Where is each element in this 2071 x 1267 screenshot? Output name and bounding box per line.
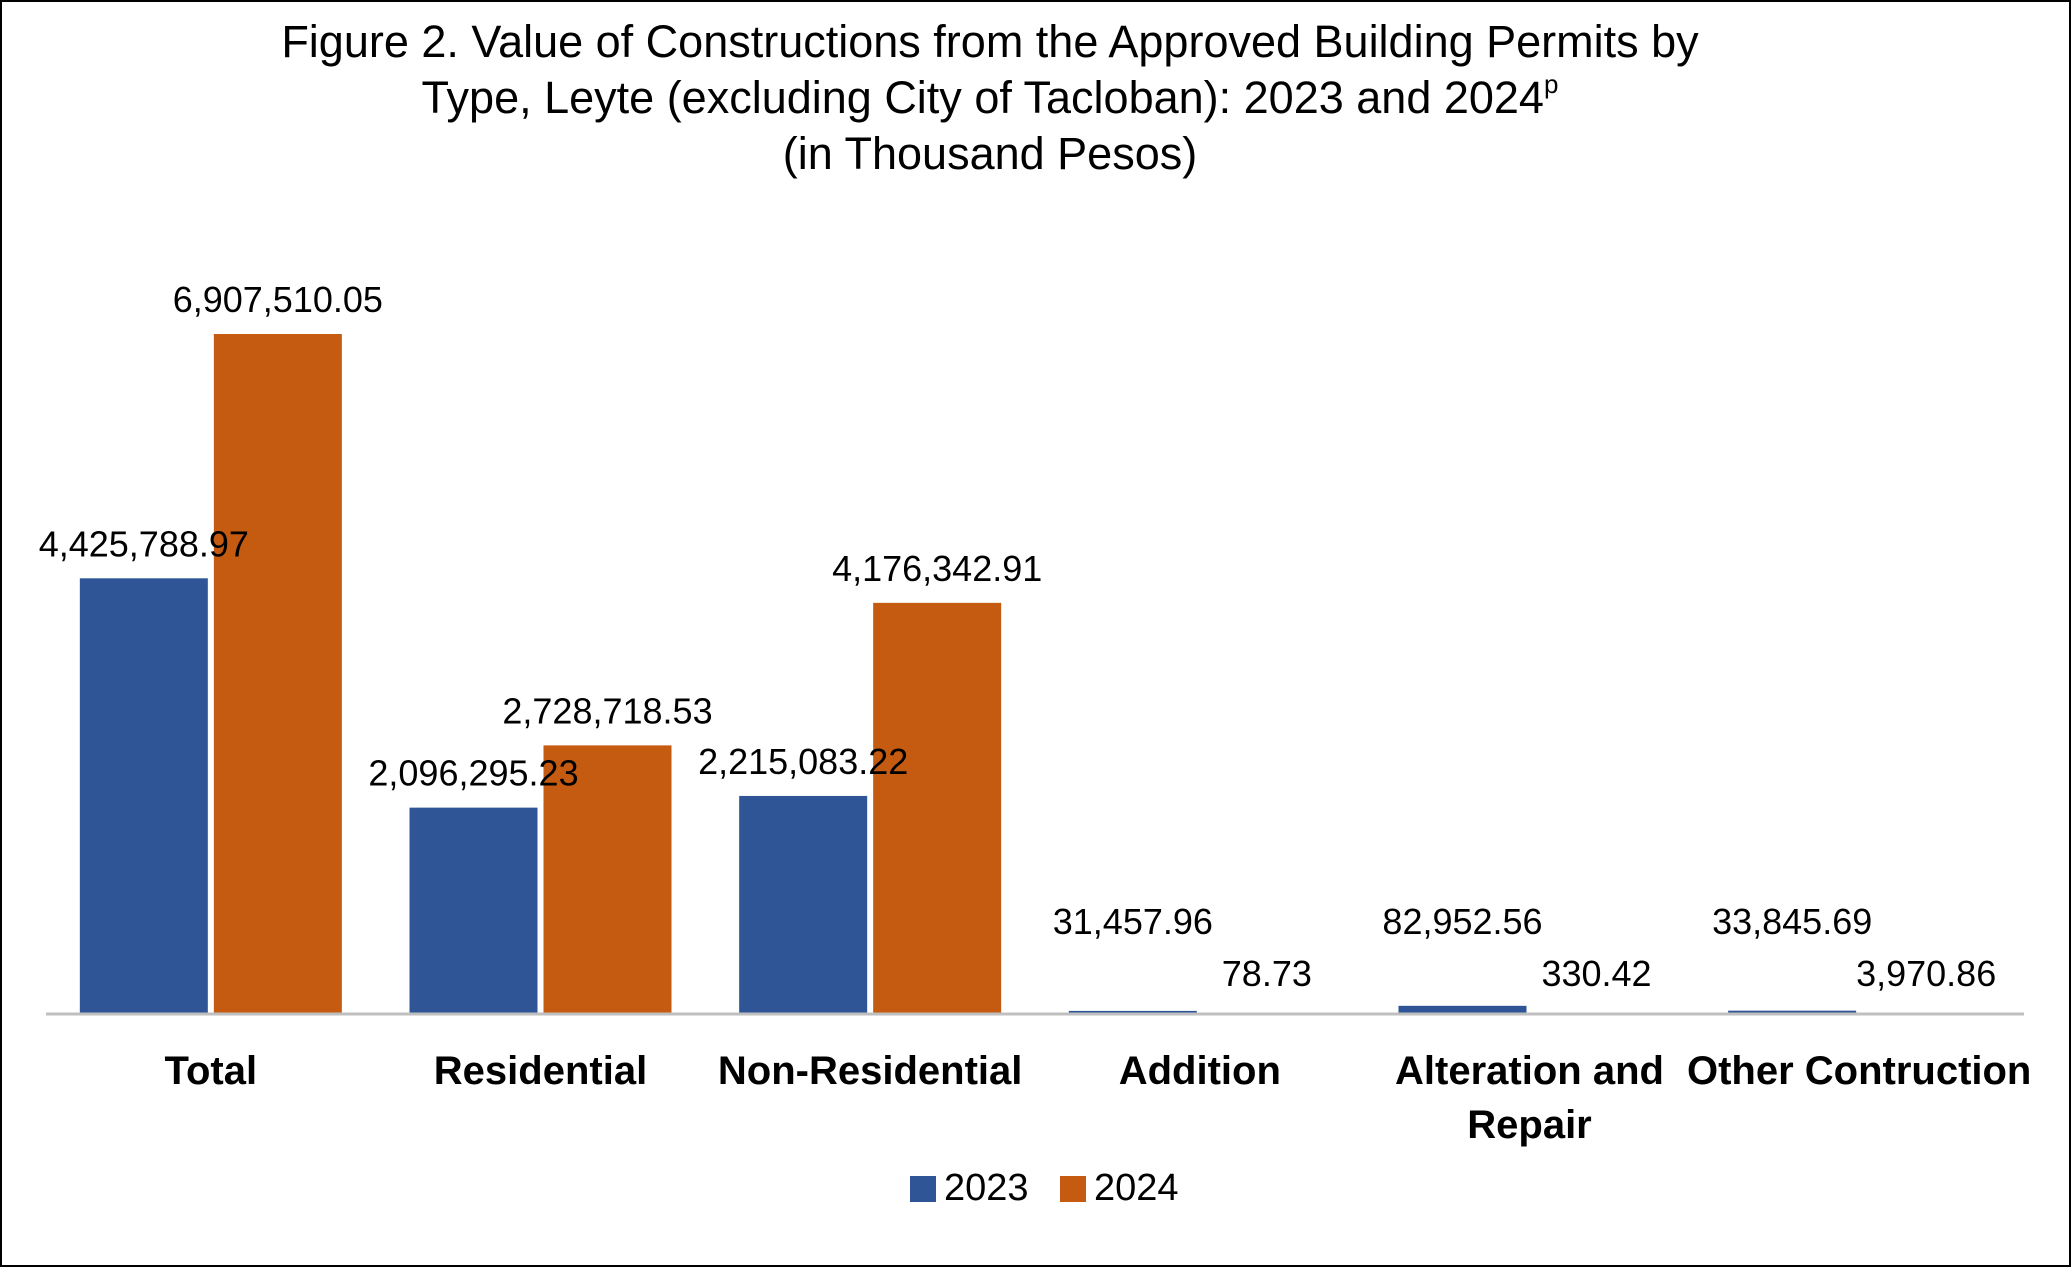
data-label-group: 4,425,788.97 6,907,510.05 2,096,295.23 2,72… <box>39 279 1997 994</box>
chart-title-superscript: p <box>1543 69 1559 99</box>
bar-2024-1 <box>543 745 672 1014</box>
data-label-2024-5: 3,970.86 <box>1856 953 1996 994</box>
data-label-2023-0: 4,425,788.97 <box>39 523 249 564</box>
data-label-2024-0: 6,907,510.05 <box>173 279 383 320</box>
bar-2024-0 <box>213 334 342 1014</box>
chart-title-line-1: Figure 2. Value of Constructions from th… <box>281 16 1699 67</box>
data-label-2023-2: 2,215,083.22 <box>698 741 908 782</box>
bar-2023-4 <box>1398 1005 1527 1014</box>
category-label-5-line-0: Other Contruction <box>1687 1049 2031 1093</box>
chart-title-line-2: Type, Leyte (excluding City of Tacloban)… <box>0 70 1980 126</box>
category-label-group: Total Residential Non-Residential Addition A… <box>165 1049 2032 1147</box>
category-label-4-line-0: Alteration and <box>1395 1049 1664 1093</box>
bar-group <box>79 334 1991 1014</box>
bar-2024-2 <box>873 602 1002 1014</box>
data-label-2024-2: 4,176,342.91 <box>832 548 1042 589</box>
legend-label-2023: 2023 <box>944 1167 1029 1209</box>
category-label-1-line-0: Residential <box>434 1049 647 1093</box>
category-label-2-line-0: Non-Residential <box>718 1049 1022 1093</box>
category-label-0-line-0: Total <box>165 1049 258 1093</box>
data-label-2023-3: 31,457.96 <box>1053 901 1213 942</box>
data-label-2024-1: 2,728,718.53 <box>502 690 712 731</box>
bar-2023-1 <box>409 807 538 1014</box>
legend-label-2024: 2024 <box>1094 1167 1179 1209</box>
chart-title-line-3: (in Thousand Pesos) <box>782 128 1198 179</box>
data-label-2024-4: 330.42 <box>1541 953 1651 994</box>
bar-2023-5 <box>1728 1010 1857 1014</box>
bar-2023-0 <box>79 578 208 1014</box>
bar-2023-2 <box>739 795 868 1014</box>
data-label-2023-4: 82,952.56 <box>1382 901 1542 942</box>
data-label-2023-5: 33,845.69 <box>1712 901 1872 942</box>
legend: 2023 2024 <box>910 1167 1179 1209</box>
data-label-2023-1: 2,096,295.23 <box>368 753 578 794</box>
category-label-4-line-1: Repair <box>1467 1103 1592 1147</box>
bar-2023-3 <box>1068 1010 1197 1014</box>
category-label-3-line-0: Addition <box>1119 1049 1281 1093</box>
legend-swatch-2024 <box>1060 1176 1086 1202</box>
legend-swatch-2023 <box>910 1176 936 1202</box>
data-label-2024-3: 78.73 <box>1222 953 1312 994</box>
chart-title: Figure 2. Value of Constructions from th… <box>0 14 1980 182</box>
chart-title-line-2-text: Type, Leyte (excluding City of Tacloban)… <box>421 72 1544 123</box>
